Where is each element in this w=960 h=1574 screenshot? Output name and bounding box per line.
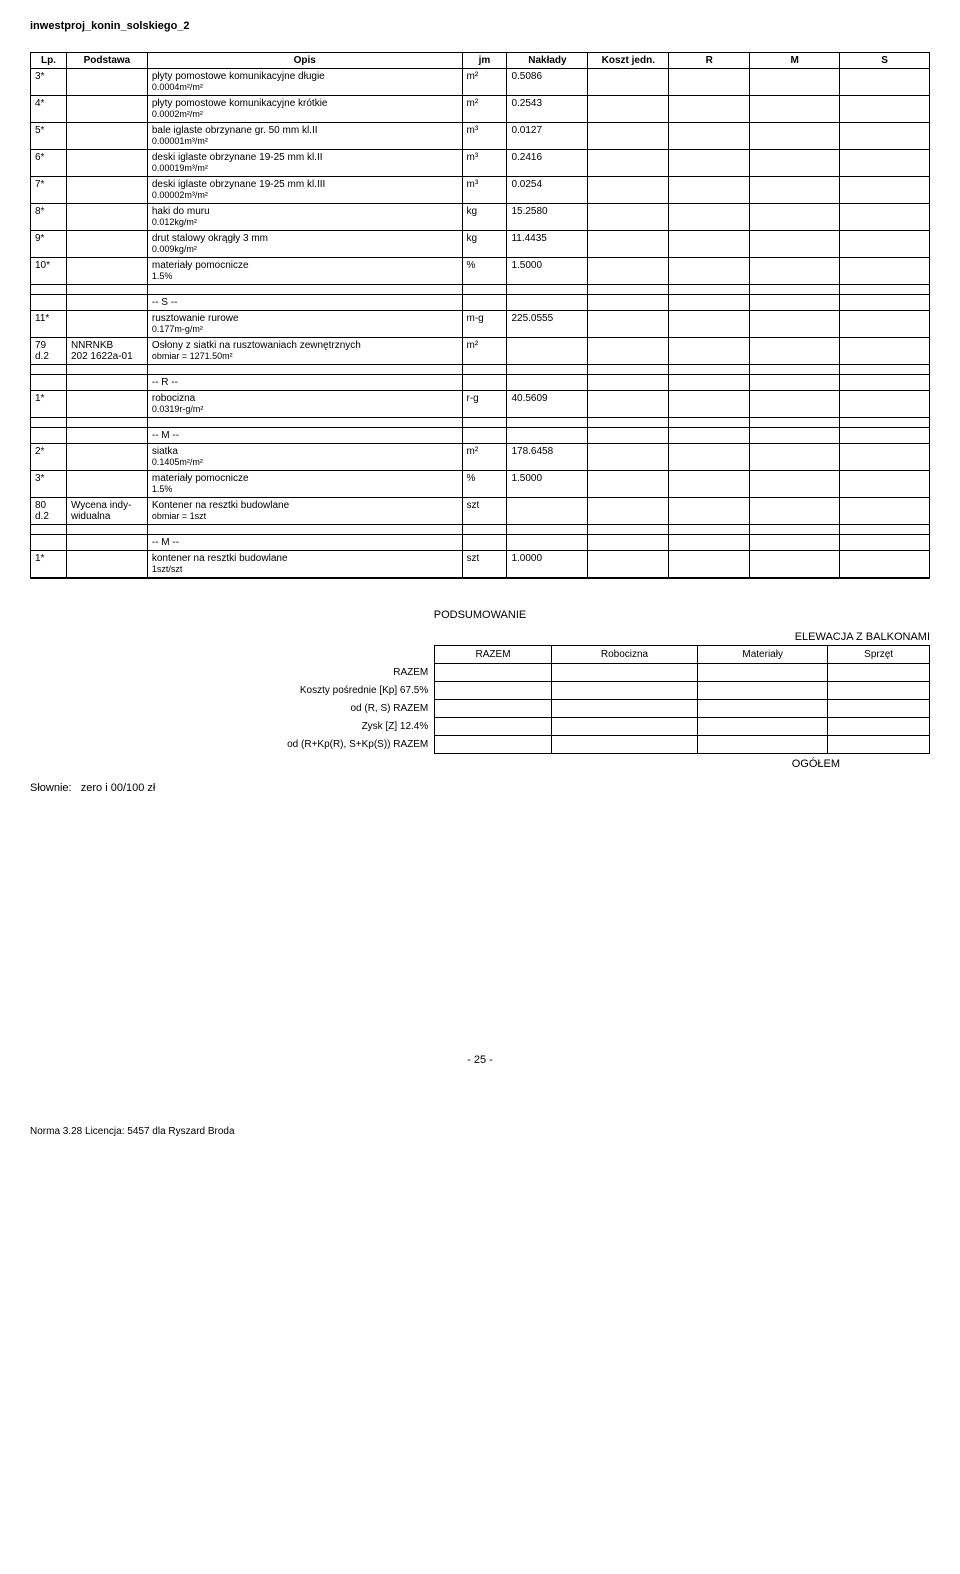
table-row: 4*płyty pomostowe komunikacyjne krótkie0…	[31, 96, 930, 123]
spacer-row	[31, 365, 930, 375]
sum-th-mat: Materiały	[698, 646, 828, 664]
table-row: 3*materiały pomocnicze1.5%%1.5000	[31, 471, 930, 498]
table-row: 10*materiały pomocnicze1.5%%1.5000	[31, 258, 930, 285]
table-row: 3*płyty pomostowe komunikacyjne długie0.…	[31, 69, 930, 96]
spacer-row	[31, 418, 930, 428]
section-row: -- M --	[31, 535, 930, 551]
sum-th-razem: RAZEM	[435, 646, 552, 664]
th-nak: Nakłady	[507, 53, 588, 69]
sum-th-rob: Robocizna	[551, 646, 697, 664]
sum-label-zysk: Zysk [Z] 12.4%	[30, 718, 435, 736]
section-row: -- M --	[31, 428, 930, 444]
spacer-row	[31, 285, 930, 295]
section-row: -- R --	[31, 375, 930, 391]
summary-row: RAZEM	[30, 664, 930, 682]
page-number: - 25 -	[30, 1054, 930, 1066]
sum-label-odrs: od (R, S) RAZEM	[30, 700, 435, 718]
slownie-label: Słownie:	[30, 782, 72, 794]
sum-th-spr: Sprzęt	[828, 646, 930, 664]
table-row: 5*bale iglaste obrzynane gr. 50 mm kl.II…	[31, 123, 930, 150]
table-row: 7*deski iglaste obrzynane 19-25 mm kl.II…	[31, 177, 930, 204]
summary-caption: ELEWACJA Z BALKONAMI	[30, 631, 930, 643]
summary-row: od (R, S) RAZEM	[30, 700, 930, 718]
sum-label-razem: RAZEM	[30, 664, 435, 682]
summary-row: Koszty pośrednie [Kp] 67.5%	[30, 682, 930, 700]
summary-ogolm: OGÓŁEM	[30, 758, 930, 770]
summary-header-row: RAZEM Robocizna Materiały Sprzęt	[30, 646, 930, 664]
table-row: 8*haki do muru0.012kg/m²kg15.2580	[31, 204, 930, 231]
th-s: S	[840, 53, 930, 69]
table-row: 1*robocizna0.0319r-g/m²r-g40.5609	[31, 391, 930, 418]
th-pod: Podstawa	[66, 53, 147, 69]
document-title: inwestproj_konin_solskiego_2	[30, 20, 930, 32]
slownie-value: zero i 00/100 zł	[81, 782, 156, 794]
summary-row: Zysk [Z] 12.4%	[30, 718, 930, 736]
th-opis: Opis	[147, 53, 462, 69]
th-m: M	[750, 53, 840, 69]
closing-row	[31, 578, 930, 579]
slownie-line: Słownie: zero i 00/100 zł	[30, 782, 930, 794]
th-lp: Lp.	[31, 53, 67, 69]
summary-title: PODSUMOWANIE	[30, 609, 930, 621]
table-row: 9*drut stalowy okrągły 3 mm0.009kg/m²kg1…	[31, 231, 930, 258]
spacer-row	[31, 525, 930, 535]
th-koszt: Koszt jedn.	[588, 53, 669, 69]
table-header-row: Lp. Podstawa Opis jm Nakłady Koszt jedn.…	[31, 53, 930, 69]
summary-table: RAZEM Robocizna Materiały Sprzęt RAZEM K…	[30, 645, 930, 754]
main-table: Lp. Podstawa Opis jm Nakłady Koszt jedn.…	[30, 52, 930, 579]
table-row: 79d.2NNRNKB202 1622a-01Osłony z siatki n…	[31, 338, 930, 365]
th-r: R	[669, 53, 750, 69]
table-row: 2*siatka0.1405m²/m²m²178.6458	[31, 444, 930, 471]
table-row: 11*rusztowanie rurowe0.177m-g/m²m-g225.0…	[31, 311, 930, 338]
sum-label-odrkp: od (R+Kp(R), S+Kp(S)) RAZEM	[30, 736, 435, 754]
summary-row: od (R+Kp(R), S+Kp(S)) RAZEM	[30, 736, 930, 754]
sum-label-kp: Koszty pośrednie [Kp] 67.5%	[30, 682, 435, 700]
table-row: 1*kontener na resztki budowlane1szt/szts…	[31, 551, 930, 578]
table-row: 6*deski iglaste obrzynane 19-25 mm kl.II…	[31, 150, 930, 177]
section-row: -- S --	[31, 295, 930, 311]
footer-license: Norma 3.28 Licencja: 5457 dla Ryszard Br…	[30, 1126, 930, 1137]
th-jm: jm	[462, 53, 507, 69]
table-row: 80d.2Wycena indy-widualnaKontener na res…	[31, 498, 930, 525]
